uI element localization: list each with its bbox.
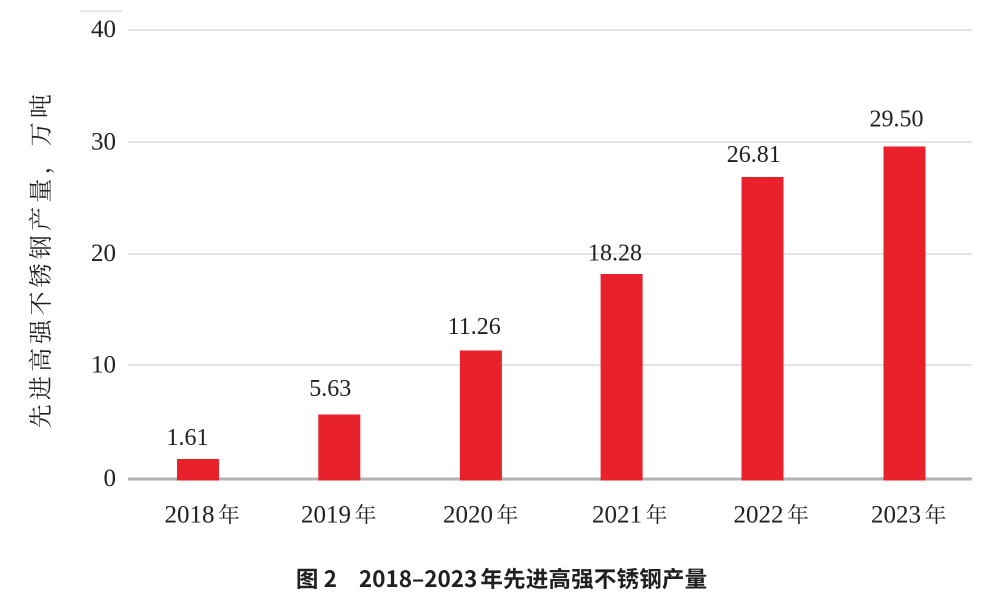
svg-text:40: 40 (91, 16, 116, 43)
svg-text:2020: 2020 (443, 502, 493, 529)
svg-text:2023: 2023 (871, 502, 921, 529)
svg-text:20: 20 (91, 240, 116, 267)
svg-text:26.81: 26.81 (727, 142, 781, 168)
svg-text:1.61: 1.61 (167, 425, 209, 451)
svg-text:30: 30 (91, 129, 116, 156)
svg-text:18.28: 18.28 (588, 241, 642, 267)
svg-text:29.50: 29.50 (870, 107, 924, 133)
svg-text:0: 0 (104, 465, 117, 492)
svg-text:2021: 2021 (592, 502, 642, 529)
svg-text:10: 10 (91, 352, 116, 379)
svg-text:2018: 2018 (165, 502, 215, 529)
svg-text:11.26: 11.26 (448, 314, 501, 340)
svg-text:2022: 2022 (734, 502, 784, 529)
svg-text:5.63: 5.63 (309, 376, 351, 402)
svg-text:2019: 2019 (301, 502, 351, 529)
